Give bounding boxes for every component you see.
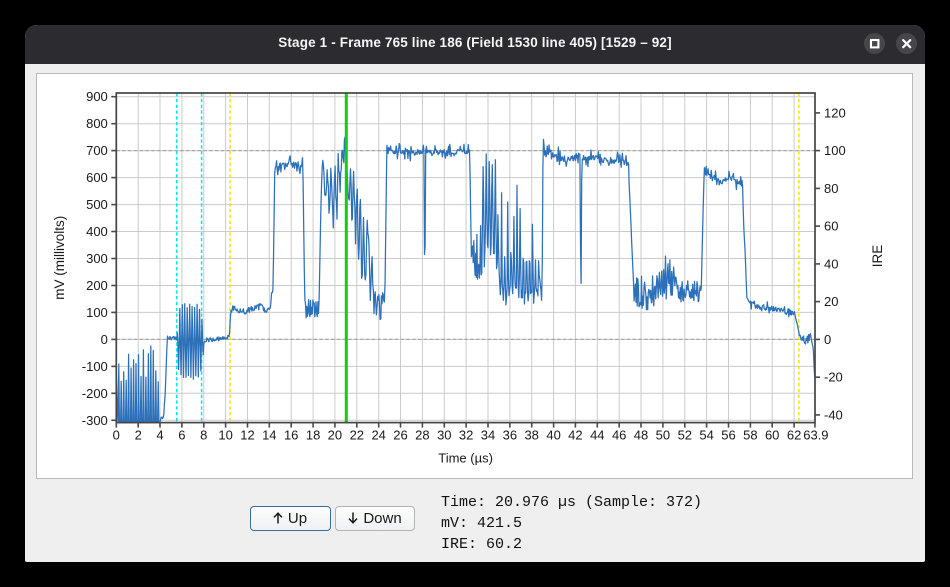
- svg-text:50: 50: [656, 428, 670, 443]
- svg-text:0: 0: [824, 332, 831, 347]
- svg-text:54: 54: [699, 428, 713, 443]
- svg-text:30: 30: [437, 428, 451, 443]
- svg-text:IRE: IRE: [870, 245, 885, 268]
- svg-text:44: 44: [590, 428, 604, 443]
- svg-text:200: 200: [86, 278, 108, 293]
- svg-text:40: 40: [546, 428, 560, 443]
- svg-text:100: 100: [86, 305, 108, 320]
- svg-text:100: 100: [824, 143, 846, 158]
- svg-text:62: 62: [787, 428, 801, 443]
- svg-text:34: 34: [481, 428, 495, 443]
- svg-text:900: 900: [86, 89, 108, 104]
- svg-text:28: 28: [415, 428, 429, 443]
- svg-text:46: 46: [612, 428, 626, 443]
- svg-text:20: 20: [328, 428, 342, 443]
- svg-text:63.9: 63.9: [803, 428, 828, 443]
- svg-text:14: 14: [262, 428, 276, 443]
- svg-text:500: 500: [86, 197, 108, 212]
- svg-text:12: 12: [240, 428, 254, 443]
- svg-text:32: 32: [459, 428, 473, 443]
- svg-text:6: 6: [178, 428, 185, 443]
- svg-text:8: 8: [200, 428, 207, 443]
- svg-text:42: 42: [568, 428, 582, 443]
- svg-text:800: 800: [86, 116, 108, 131]
- svg-text:60: 60: [765, 428, 779, 443]
- svg-text:300: 300: [86, 251, 108, 266]
- svg-text:24: 24: [371, 428, 385, 443]
- svg-text:-300: -300: [82, 413, 108, 428]
- svg-text:20: 20: [824, 294, 838, 309]
- svg-text:4: 4: [156, 428, 163, 443]
- svg-text:52: 52: [678, 428, 692, 443]
- svg-text:-200: -200: [82, 386, 108, 401]
- svg-text:-100: -100: [82, 359, 108, 374]
- svg-text:10: 10: [218, 428, 232, 443]
- svg-text:18: 18: [306, 428, 320, 443]
- svg-text:120: 120: [824, 105, 846, 120]
- svg-text:2: 2: [135, 428, 142, 443]
- svg-text:600: 600: [86, 170, 108, 185]
- svg-text:mV (millivolts): mV (millivolts): [52, 216, 67, 300]
- svg-text:Time (µs): Time (µs): [438, 451, 493, 466]
- svg-text:22: 22: [350, 428, 364, 443]
- svg-text:58: 58: [743, 428, 757, 443]
- svg-text:56: 56: [721, 428, 735, 443]
- svg-text:36: 36: [503, 428, 517, 443]
- svg-text:38: 38: [524, 428, 538, 443]
- svg-text:16: 16: [284, 428, 298, 443]
- svg-text:48: 48: [634, 428, 648, 443]
- svg-text:26: 26: [393, 428, 407, 443]
- svg-text:-20: -20: [824, 370, 843, 385]
- svg-text:700: 700: [86, 143, 108, 158]
- svg-text:0: 0: [113, 428, 120, 443]
- svg-text:0: 0: [101, 332, 108, 347]
- svg-text:40: 40: [824, 256, 838, 271]
- svg-text:400: 400: [86, 224, 108, 239]
- svg-text:-40: -40: [824, 407, 843, 422]
- svg-text:60: 60: [824, 219, 838, 234]
- svg-text:80: 80: [824, 181, 838, 196]
